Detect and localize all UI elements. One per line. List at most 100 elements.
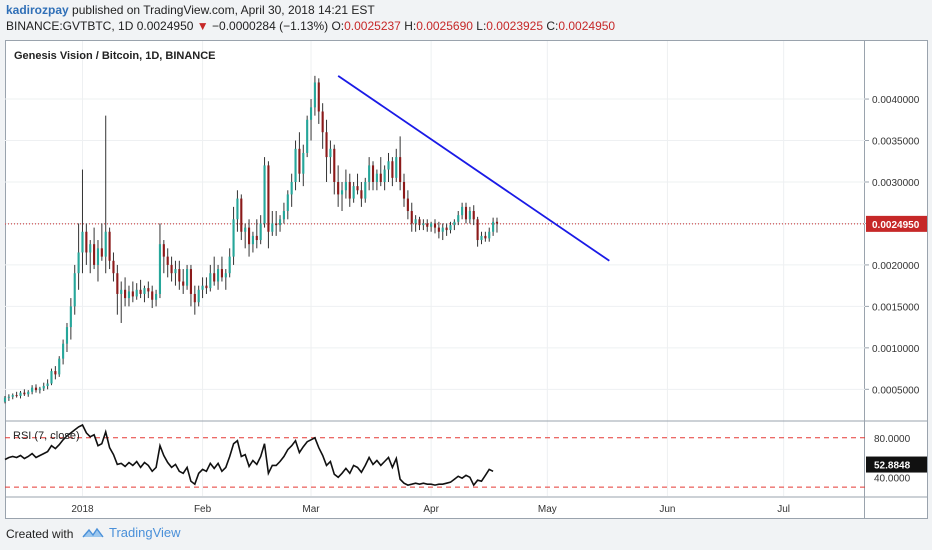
rsi-line bbox=[4, 423, 494, 487]
descending-trendline bbox=[337, 75, 610, 262]
candle-body-up bbox=[158, 244, 162, 294]
last-price: 0.0024950 bbox=[136, 19, 194, 33]
candle-body-down bbox=[112, 260, 115, 274]
candle-body-down bbox=[484, 235, 487, 239]
candle-body-up bbox=[77, 252, 80, 274]
open-label: O: bbox=[331, 19, 345, 33]
low-value: 0.0023925 bbox=[486, 19, 544, 33]
change-down-icon: ▼ bbox=[196, 19, 209, 33]
candle-body-up bbox=[441, 227, 444, 232]
candle-body-up bbox=[344, 181, 347, 191]
candle-body-up bbox=[209, 273, 212, 289]
candle-body-up bbox=[11, 395, 14, 397]
candle-body-down bbox=[240, 198, 243, 232]
candle-body-up bbox=[251, 235, 254, 245]
candle-body-down bbox=[131, 291, 134, 297]
candle-body-up bbox=[135, 289, 138, 297]
candle-body-up bbox=[81, 231, 84, 253]
candle-body-up bbox=[19, 392, 22, 396]
rsi-title: RSI (7, close) bbox=[13, 430, 80, 442]
candle-body-up bbox=[224, 273, 227, 278]
candle-body-down bbox=[325, 132, 328, 158]
candle-body-up bbox=[186, 269, 189, 286]
candle-body-down bbox=[166, 256, 169, 265]
candle-body-up bbox=[174, 269, 177, 274]
candle-body-down bbox=[371, 165, 375, 182]
price-tick-label: 0.0015000 bbox=[872, 302, 920, 313]
candle-body-up bbox=[216, 269, 220, 282]
candlestick-series bbox=[3, 75, 499, 404]
candle-body-up bbox=[73, 273, 76, 307]
candle-body-up bbox=[31, 387, 34, 392]
candle-body-up bbox=[309, 107, 313, 120]
candle-body-down bbox=[317, 82, 320, 112]
candle-body-down bbox=[356, 186, 359, 191]
candle-body-down bbox=[100, 248, 103, 257]
candle-body-down bbox=[298, 148, 301, 174]
candle-body-up bbox=[468, 211, 471, 220]
candle-body-up bbox=[368, 165, 371, 182]
candle-body-down bbox=[162, 244, 165, 257]
price-scale[interactable] bbox=[865, 40, 928, 519]
candle-body-up bbox=[197, 289, 200, 303]
candle-body-down bbox=[124, 289, 127, 299]
candle-body-up bbox=[329, 148, 332, 158]
candle-body-up bbox=[488, 231, 491, 239]
candle-body-down bbox=[85, 231, 88, 253]
candle-body-up bbox=[69, 306, 72, 328]
candle-body-up bbox=[282, 211, 285, 220]
candle-body-down bbox=[247, 227, 251, 245]
candle-body-down bbox=[170, 264, 173, 274]
candle-body-down bbox=[426, 223, 429, 227]
price-change: −0.0000284 (−1.13%) bbox=[212, 19, 329, 33]
candle-body-down bbox=[54, 371, 57, 375]
candle-body-up bbox=[46, 383, 49, 386]
symbol-info-line: BINANCE:GVTBTC, 1D 0.0024950 ▼ −0.000028… bbox=[6, 19, 615, 33]
candle-body-up bbox=[244, 227, 247, 232]
candle-body-down bbox=[255, 235, 258, 241]
rsi-tick-label: 40.0000 bbox=[874, 473, 911, 484]
candle-body-up bbox=[294, 148, 297, 182]
footer: Created with TradingView bbox=[0, 519, 932, 550]
candle-body-up bbox=[414, 219, 417, 224]
created-with-text: Created with bbox=[6, 527, 74, 541]
candle-body-down bbox=[379, 173, 382, 182]
candle-body-up bbox=[340, 190, 344, 195]
rsi-series bbox=[4, 423, 865, 488]
candle-body-down bbox=[275, 223, 278, 226]
candle-body-up bbox=[89, 244, 92, 253]
time-tick-label: Feb bbox=[194, 504, 212, 515]
candle-body-down bbox=[34, 387, 38, 391]
candle-body-up bbox=[50, 371, 53, 384]
candle-body-up bbox=[395, 157, 398, 178]
time-tick-label: 2018 bbox=[71, 504, 94, 515]
candle-body-down bbox=[116, 273, 119, 294]
time-tick-label: Jul bbox=[777, 504, 790, 515]
candle-body-up bbox=[387, 161, 390, 170]
candle-body-up bbox=[232, 219, 235, 257]
candle-body-down bbox=[445, 227, 448, 231]
tradingview-brand[interactable]: TradingView bbox=[82, 525, 181, 540]
candle-body-down bbox=[267, 165, 270, 232]
chart-area[interactable] bbox=[5, 40, 865, 519]
low-label: L: bbox=[476, 19, 487, 33]
candle-body-up bbox=[375, 173, 378, 182]
candle-body-down bbox=[193, 293, 196, 303]
candle-body-up bbox=[313, 82, 316, 108]
candle-body-up bbox=[228, 256, 231, 274]
candle-body-up bbox=[27, 391, 30, 395]
candle-body-down bbox=[151, 291, 154, 300]
candle-body-up bbox=[236, 198, 239, 220]
symbol-label: BINANCE:GVTBTC, 1D bbox=[6, 19, 134, 33]
author-name[interactable]: kadirozpay bbox=[6, 3, 69, 17]
candle-body-down bbox=[15, 395, 18, 397]
candle-body-up bbox=[42, 385, 45, 389]
candle-body-down bbox=[399, 157, 402, 182]
candle-body-down bbox=[321, 111, 324, 133]
candle-body-down bbox=[182, 281, 185, 286]
candle-body-down bbox=[418, 219, 421, 226]
open-value: 0.0025237 bbox=[344, 19, 401, 33]
time-tick-label: May bbox=[538, 504, 557, 515]
